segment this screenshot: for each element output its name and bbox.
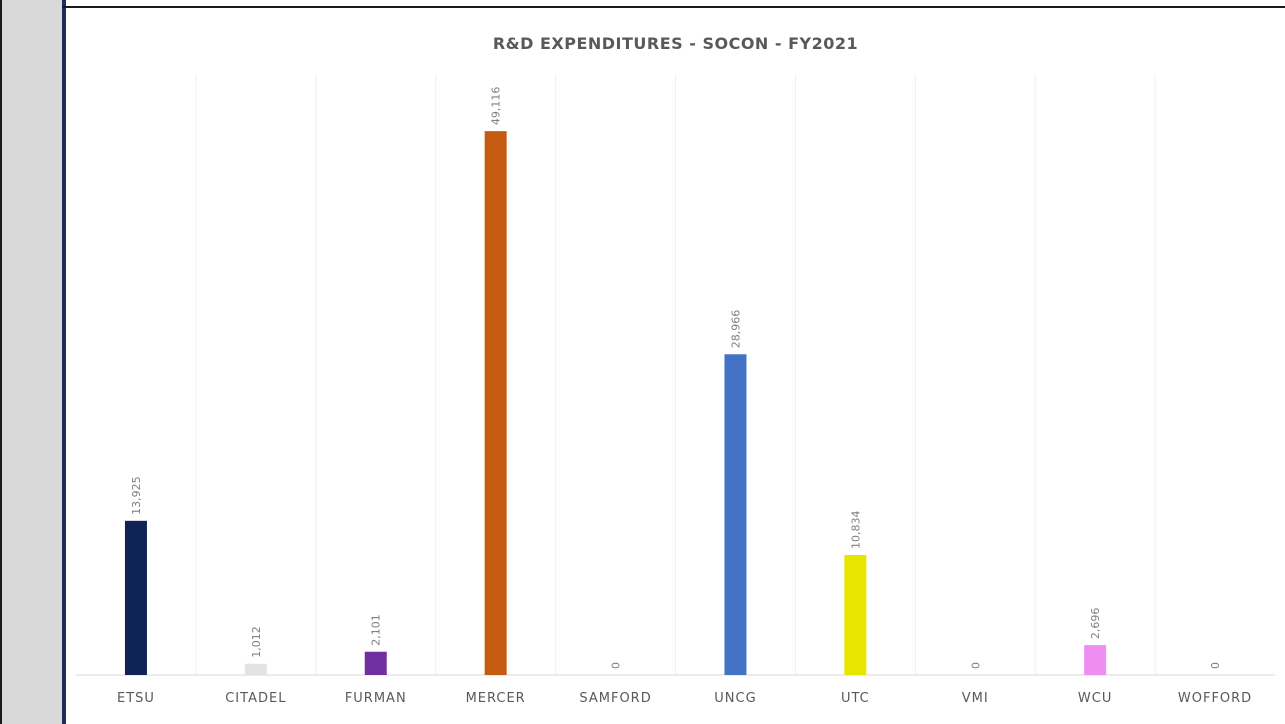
category-label-samford: SAMFORD [579,691,651,706]
category-label-utc: UTC [841,691,870,706]
category-label-citadel: CITADEL [225,691,286,706]
bar-furman [364,651,387,675]
category-label-mercer: MERCER [466,691,526,706]
value-label-mercer: 49,116 [490,87,503,126]
value-label-uncg: 28,966 [729,310,742,349]
category-label-uncg: UNCG [714,691,756,706]
value-label-wcu: 2,696 [1089,608,1102,640]
bar-chart: 13,925 ETSU 1,012 CITADEL 2,101 FURMAN 49,116 M… [76,74,1275,706]
value-label-furman: 2,101 [370,614,383,646]
left-panel-rail [0,0,62,724]
bar-utc [844,555,867,675]
bar-etsu [124,520,147,675]
category-label-wofford: WOFFORD [1178,691,1252,706]
value-label-etsu: 13,925 [130,476,143,514]
value-label-samford: 0 [610,662,623,669]
panel-divider [62,0,66,724]
bar-citadel [244,663,267,675]
chart-area: R&D EXPENDITURES - SOCON - FY2021 13,925… [66,8,1285,724]
bar-uncg [724,354,747,675]
top-border [62,6,1285,8]
bar-mercer [484,131,507,675]
value-label-utc: 10,834 [849,511,862,550]
category-label-vmi: VMI [962,691,989,706]
category-label-etsu: ETSU [117,691,155,706]
chart-title: R&D EXPENDITURES - SOCON - FY2021 [492,34,859,53]
bar-wcu [1084,645,1107,675]
value-label-citadel: 1,012 [250,626,263,658]
value-label-vmi: 0 [969,662,982,669]
category-label-furman: FURMAN [345,691,407,706]
category-label-wcu: WCU [1078,691,1112,706]
value-label-wofford: 0 [1209,662,1222,669]
